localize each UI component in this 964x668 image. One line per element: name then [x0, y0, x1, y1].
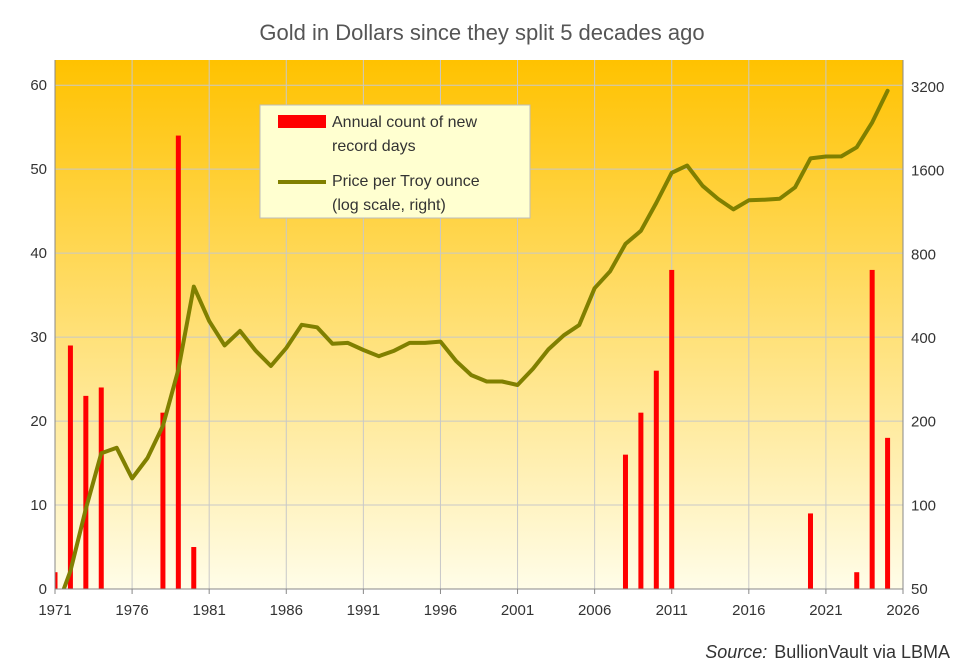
- gridlines: [54, 60, 904, 590]
- right-tick-label: 1600: [911, 163, 944, 180]
- legend: Annual count of new record days Price pe…: [259, 104, 531, 219]
- bar-1971: [55, 572, 58, 589]
- source-note: Source: BullionVault via LBMA: [705, 642, 950, 662]
- x-tick-label: 1991: [347, 602, 380, 619]
- x-tick-label: 2021: [809, 602, 842, 619]
- x-tick-label: 2026: [886, 602, 919, 619]
- chart-title: Gold in Dollars since they split 5 decad…: [259, 20, 704, 45]
- bar-2008: [622, 454, 628, 589]
- x-tick-label: 2016: [732, 602, 765, 619]
- bar-1974: [98, 387, 104, 589]
- bar-1972: [67, 345, 73, 589]
- axes: 1971 1976 1981 1986 1991 1996 2001 2006 2011 2016…: [30, 60, 944, 619]
- source-label: Source:: [705, 642, 767, 662]
- bar-2020: [807, 513, 813, 589]
- bar-1978: [160, 412, 166, 589]
- left-tick-label: 20: [30, 413, 47, 430]
- x-tick-label: 2001: [501, 602, 534, 619]
- right-tick-label: 100: [911, 497, 936, 514]
- bar-2010: [653, 370, 659, 589]
- legend-bar-label-line2: record days: [332, 138, 416, 155]
- left-tick-label: 40: [30, 245, 47, 262]
- x-tick-label: 2011: [656, 602, 688, 619]
- right-tick-label: 200: [911, 414, 936, 431]
- right-tick-label: 800: [911, 246, 936, 263]
- x-tick-label: 1976: [115, 602, 148, 619]
- left-tick-label: 30: [30, 329, 47, 346]
- right-tick-label: 3200: [911, 79, 944, 96]
- x-tick-label: 1986: [270, 602, 303, 619]
- bar-2009: [638, 412, 644, 589]
- left-tick-label: 60: [30, 77, 47, 94]
- bar-2024: [869, 269, 875, 589]
- x-tick-label: 1981: [192, 602, 225, 619]
- legend-bar-label-line1: Annual count of new: [332, 114, 477, 131]
- bar-1980: [191, 547, 197, 589]
- bar-2011: [669, 269, 675, 589]
- bar-2025: [885, 437, 891, 589]
- bar-1973: [83, 395, 89, 589]
- legend-line-label-line2: (log scale, right): [332, 197, 446, 214]
- legend-bar-swatch: [278, 115, 326, 128]
- left-tick-label: 10: [30, 497, 47, 514]
- x-tick-label: 1996: [424, 602, 457, 619]
- left-tick-label: 0: [39, 581, 47, 598]
- line-series: [61, 88, 890, 589]
- right-tick-label: 50: [911, 581, 928, 598]
- right-tick-label: 400: [911, 330, 936, 347]
- source-value: BullionVault via LBMA: [774, 642, 950, 662]
- x-tick-label: 2006: [578, 602, 611, 619]
- legend-line-label-line1: Price per Troy ounce: [332, 173, 480, 190]
- price-line: [61, 88, 890, 589]
- bar-2023: [854, 572, 860, 589]
- left-tick-label: 50: [30, 161, 47, 178]
- x-tick-label: 1971: [38, 602, 71, 619]
